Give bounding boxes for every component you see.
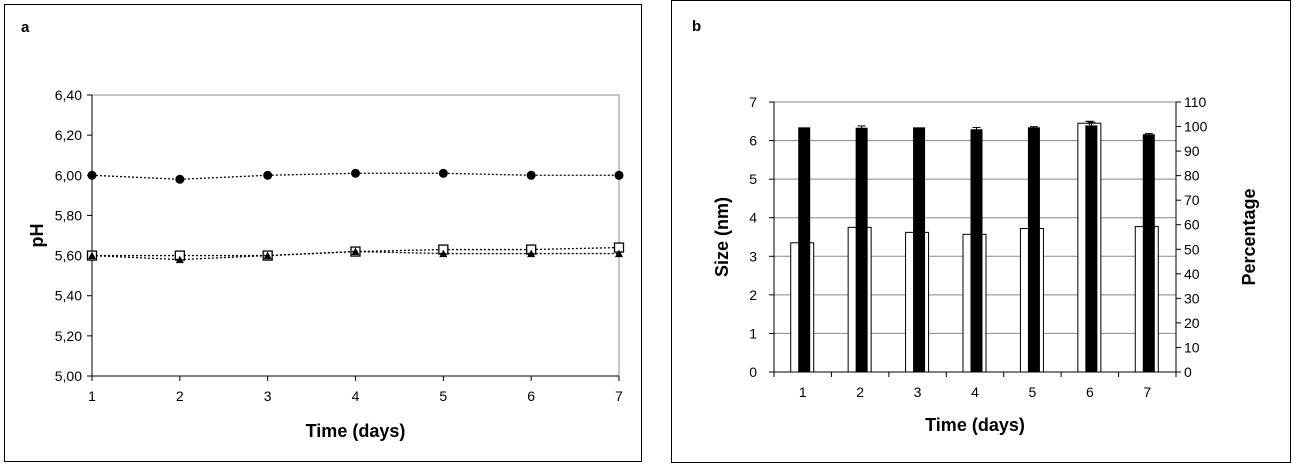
left-axis-title: Size (nm) bbox=[712, 197, 732, 277]
right-tick-label: 90 bbox=[1184, 143, 1200, 159]
y-axis-title: pH bbox=[27, 224, 47, 248]
left-tick-label: 2 bbox=[749, 287, 757, 303]
x-axis-title: Time (days) bbox=[306, 421, 406, 441]
bar-series-2 bbox=[970, 129, 983, 373]
x-tick-label: 2 bbox=[176, 388, 184, 404]
series-3-point bbox=[175, 255, 184, 264]
x-tick-label: 1 bbox=[799, 384, 807, 400]
series-3-point bbox=[527, 249, 536, 258]
x-tick-label: 7 bbox=[1143, 384, 1151, 400]
y-tick-label: 6,00 bbox=[55, 167, 82, 183]
right-tick-label: 10 bbox=[1184, 339, 1200, 355]
right-tick-label: 0 bbox=[1184, 364, 1192, 380]
right-axis-title: Percentage bbox=[1239, 188, 1259, 285]
right-tick-label: 110 bbox=[1184, 94, 1207, 110]
y-tick-label: 5,80 bbox=[55, 207, 82, 223]
left-tick-label: 7 bbox=[749, 94, 757, 110]
bar-series-2 bbox=[1085, 125, 1098, 373]
x-axis-title: Time (days) bbox=[925, 415, 1025, 435]
series-1-point bbox=[614, 170, 624, 180]
series-1-point bbox=[175, 174, 185, 184]
right-tick-label: 50 bbox=[1184, 241, 1200, 257]
left-tick-label: 6 bbox=[749, 133, 757, 149]
y-tick-label: 5,60 bbox=[55, 248, 82, 264]
bar-series-2 bbox=[1142, 134, 1155, 373]
x-tick-label: 6 bbox=[527, 388, 535, 404]
y-tick-label: 5,00 bbox=[55, 368, 82, 384]
panel-a: a 5,00 5,20 5,40 5,60 5,80 6,00 6,20 6,40 1 2 3 4 5 6… bbox=[4, 4, 642, 462]
panel-a-letter: a bbox=[21, 19, 30, 36]
series-3-point bbox=[88, 251, 96, 260]
plot-area bbox=[91, 94, 620, 377]
y-tick-label: 5,20 bbox=[55, 328, 82, 344]
x-tick-label: 5 bbox=[1029, 384, 1037, 400]
series-3-point bbox=[439, 249, 448, 258]
right-tick-label: 40 bbox=[1184, 266, 1200, 282]
x-tick-label: 4 bbox=[352, 388, 360, 404]
series-3-point bbox=[615, 249, 623, 258]
x-tick-label: 5 bbox=[439, 388, 447, 404]
right-tick-label: 100 bbox=[1184, 119, 1208, 135]
y-tick-label: 5,40 bbox=[55, 288, 82, 304]
right-tick-label: 20 bbox=[1184, 315, 1200, 331]
series-1-point bbox=[526, 170, 536, 180]
series-1-point bbox=[87, 170, 97, 180]
bar-series-2 bbox=[1027, 127, 1040, 373]
series-1-point bbox=[263, 170, 273, 180]
series-1-point bbox=[438, 168, 448, 178]
x-tick-label: 3 bbox=[264, 388, 272, 404]
panel-b-letter: b bbox=[692, 18, 702, 35]
x-tick-label: 2 bbox=[856, 384, 864, 400]
bar-series-2 bbox=[798, 127, 811, 373]
x-tick-label: 1 bbox=[88, 388, 96, 404]
right-tick-label: 70 bbox=[1184, 192, 1200, 208]
left-tick-label: 4 bbox=[749, 210, 757, 226]
y-tick-label: 6,40 bbox=[55, 87, 82, 103]
series-3-point bbox=[351, 247, 360, 256]
y-tick-label: 6,20 bbox=[55, 127, 82, 143]
left-tick-label: 1 bbox=[749, 325, 757, 341]
right-tick-label: 80 bbox=[1184, 168, 1200, 184]
panel-b: b 0 1 2 3 4 5 6 7 0 10 20 30 40 50 60 70 80 90 100 110 1 2 3 4 5… bbox=[671, 0, 1291, 463]
left-tick-label: 0 bbox=[749, 364, 757, 380]
x-tick-label: 3 bbox=[914, 384, 922, 400]
x-tick-label: 4 bbox=[971, 384, 979, 400]
left-tick-label: 5 bbox=[749, 171, 757, 187]
bar-series-2 bbox=[913, 127, 926, 373]
left-tick-label: 3 bbox=[749, 248, 757, 264]
series-3-point bbox=[263, 251, 272, 260]
series-1-point bbox=[351, 168, 360, 178]
right-tick-label: 60 bbox=[1184, 217, 1200, 233]
ph-line-chart: 5,00 5,20 5,40 5,60 5,80 6,00 6,20 6,40 1 2 3 4 5 6 7 T… bbox=[27, 87, 625, 441]
right-tick-label: 30 bbox=[1184, 290, 1200, 306]
bar-series-2 bbox=[855, 127, 868, 373]
x-tick-label: 6 bbox=[1086, 384, 1094, 400]
x-tick-label: 7 bbox=[615, 388, 623, 404]
